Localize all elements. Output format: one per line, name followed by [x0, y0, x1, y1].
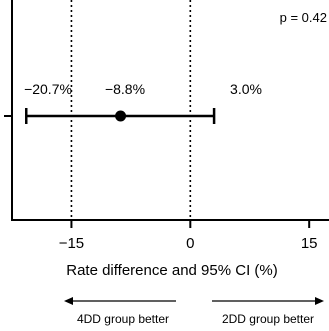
ci-lower-label: −20.7% — [24, 81, 72, 97]
left-favor-label: 4DD group better — [77, 312, 169, 326]
x-tick-label: −15 — [59, 235, 84, 252]
x-tick-label: 0 — [186, 235, 194, 252]
x-tick-label: 15 — [301, 235, 318, 252]
left-arrow-head — [64, 297, 73, 305]
estimate-label: −8.8% — [105, 81, 145, 97]
ci-upper-label: 3.0% — [230, 81, 262, 97]
p-value-label: p = 0.42 — [280, 10, 327, 25]
point-estimate-marker — [115, 110, 127, 122]
right-favor-label: 2DD group better — [222, 312, 314, 326]
right-arrow-head — [315, 297, 324, 305]
x-axis-title: Rate difference and 95% CI (%) — [66, 262, 278, 279]
